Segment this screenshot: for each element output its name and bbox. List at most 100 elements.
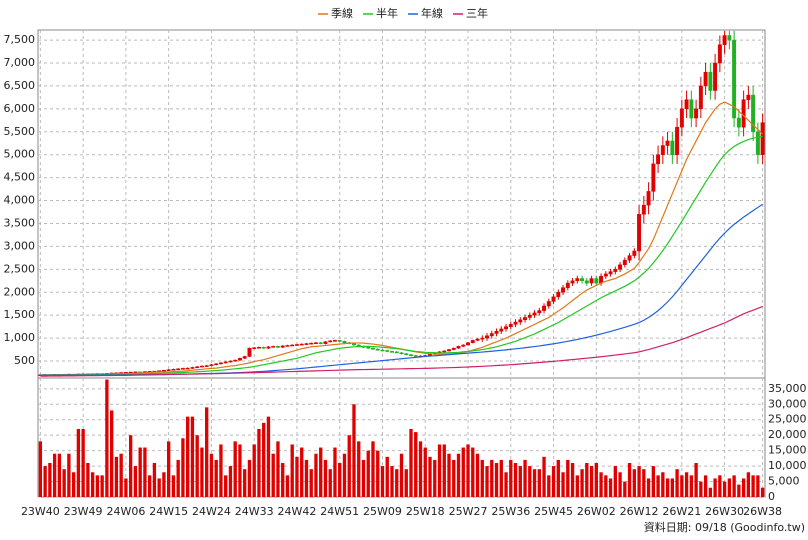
volume-bar <box>90 472 95 497</box>
volume-bar <box>737 484 741 497</box>
candle-body <box>176 368 181 371</box>
volume-bar <box>228 466 233 497</box>
candle-body <box>451 347 456 350</box>
candle-body <box>328 340 333 343</box>
y-tick-label: 7,000 <box>4 56 36 69</box>
y-tick-label: 1,500 <box>4 308 36 321</box>
x-tick-label: 25W45 <box>534 505 573 518</box>
x-tick-label: 26W12 <box>620 505 659 518</box>
candle-body <box>214 363 219 366</box>
volume-bar <box>727 478 732 497</box>
candle-body <box>703 71 708 87</box>
volume-bar <box>694 463 698 497</box>
candle-body <box>546 301 551 307</box>
candle-body <box>242 356 247 359</box>
candle-body <box>233 359 238 362</box>
x-tick-label: 24W15 <box>149 505 188 518</box>
volume-bar <box>703 475 708 497</box>
volume-bar <box>675 469 679 497</box>
candle-body <box>618 264 623 270</box>
volume-bar <box>656 475 660 497</box>
volume-bar <box>575 475 579 497</box>
volume-bar <box>290 444 294 497</box>
volume-bar <box>499 459 503 497</box>
volume-bar <box>133 466 138 497</box>
candle-body <box>256 347 261 349</box>
y2-tick-label: 10,000 <box>768 459 807 472</box>
candle-body <box>722 35 727 45</box>
volume-bar <box>395 469 399 497</box>
candle-body <box>670 140 675 155</box>
y-tick-label: 6,000 <box>4 102 36 115</box>
candle-body <box>651 163 656 192</box>
candle-body <box>314 342 318 344</box>
candle-body <box>404 353 409 355</box>
volume-bar <box>380 466 385 497</box>
candle-body <box>190 367 195 369</box>
volume-bar <box>376 450 380 497</box>
volume-bar <box>328 469 332 497</box>
y-tick-label: 5,500 <box>4 125 36 138</box>
x-tick-label: 26W02 <box>577 505 616 518</box>
y-tick-label: 6,500 <box>4 79 36 92</box>
candle-body <box>627 255 632 261</box>
candle-body <box>603 273 608 277</box>
volume-bar <box>756 475 760 497</box>
volume-bar <box>670 478 675 497</box>
volume-bar <box>157 478 161 497</box>
x-tick-label: 25W09 <box>363 505 402 518</box>
candle-body <box>237 358 242 361</box>
candle-body <box>218 362 223 365</box>
volume-bar <box>209 453 214 497</box>
volume-bar <box>105 379 109 497</box>
volume-bar <box>423 447 427 497</box>
candle-body <box>732 39 737 119</box>
legend-label: 半年 <box>376 6 398 20</box>
volume-bar <box>148 475 152 497</box>
candle-body <box>551 296 556 302</box>
x-tick-label: 26W30 <box>705 505 744 518</box>
volume-bar <box>437 444 442 497</box>
volume-bar <box>357 441 361 497</box>
volume-bar <box>561 472 565 497</box>
volume-bar <box>152 463 157 497</box>
y2-tick-label: 0 <box>768 490 775 503</box>
candle-body <box>409 354 413 356</box>
candle-body <box>413 355 418 357</box>
volume-bar <box>414 432 418 497</box>
candle-body <box>195 366 200 369</box>
volume-bar <box>62 469 66 497</box>
candle-body <box>390 351 394 353</box>
volume-bar <box>243 469 247 497</box>
volume-bar <box>338 463 342 497</box>
volume-bar <box>646 478 651 497</box>
volume-bar <box>760 487 765 497</box>
candle-body <box>736 117 741 128</box>
candle-body <box>394 351 399 354</box>
candle-body <box>589 278 594 284</box>
volume-bar <box>319 447 323 497</box>
candle-body <box>489 333 494 337</box>
candle-body <box>665 140 670 146</box>
candle-body <box>760 122 765 155</box>
volume-bar <box>186 416 190 497</box>
candle-body <box>698 85 703 110</box>
volume-bar <box>333 447 337 497</box>
volume-bar <box>323 459 328 497</box>
volume-bar <box>456 453 461 497</box>
legend-label: 季線 <box>331 6 353 20</box>
candle-body <box>185 367 190 370</box>
volume-bar <box>461 447 465 497</box>
volume-bar <box>366 450 370 497</box>
volume-bar <box>680 475 684 497</box>
y2-tick-label: 20,000 <box>768 428 807 441</box>
candle-body <box>751 94 756 133</box>
y-tick-label: 3,500 <box>4 216 36 229</box>
volume-bar <box>67 453 71 497</box>
x-tick-label: 25W18 <box>406 505 445 518</box>
candle-body <box>622 259 627 266</box>
candle-body <box>527 314 532 318</box>
candle-body <box>285 345 290 347</box>
candle-body <box>295 344 299 346</box>
candle-body <box>461 344 466 347</box>
